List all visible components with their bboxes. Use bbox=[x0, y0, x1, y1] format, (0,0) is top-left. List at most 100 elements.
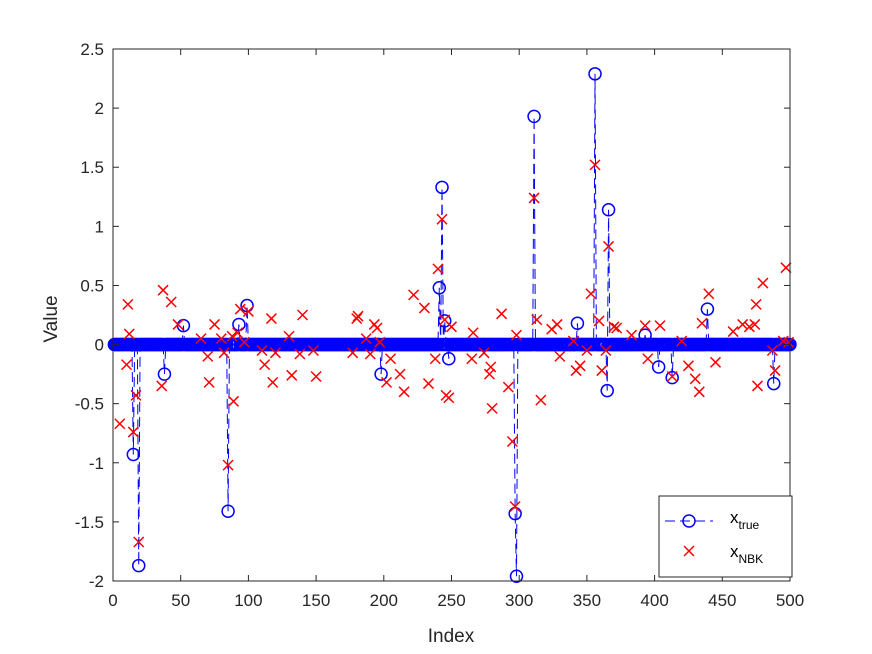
x-nbk-point bbox=[757, 277, 769, 289]
x-true-point bbox=[651, 360, 666, 374]
x-nbk-point bbox=[172, 318, 184, 330]
x-nbk-point bbox=[202, 350, 214, 362]
x-nbk-point bbox=[486, 402, 498, 414]
legend-nbk-marker bbox=[683, 545, 695, 557]
x-nbk-point bbox=[256, 344, 268, 357]
x-nbk-point bbox=[510, 329, 523, 341]
x-nbk-point bbox=[432, 263, 444, 275]
x-nbk-point bbox=[226, 330, 238, 342]
x-axis-label: Index bbox=[428, 626, 475, 647]
x-nbk-point bbox=[751, 380, 764, 392]
x-nbk-point bbox=[209, 318, 221, 330]
x-nbk-point bbox=[783, 336, 795, 348]
x-nbk-point bbox=[234, 303, 246, 315]
x-true-point bbox=[432, 281, 447, 295]
y-tick-label: -1.5 bbox=[75, 513, 104, 532]
y-tick-label: 2 bbox=[95, 99, 104, 118]
x-tick-label: 150 bbox=[302, 591, 330, 610]
y-tick-label: -2 bbox=[89, 572, 104, 591]
x-nbk-point bbox=[696, 317, 708, 329]
x-nbk-point bbox=[408, 289, 420, 301]
x-nbk-point bbox=[133, 536, 145, 548]
x-nbk-point bbox=[222, 459, 234, 471]
x-nbk-point bbox=[666, 370, 678, 383]
x-nbk-point bbox=[364, 348, 376, 360]
x-nbk-point bbox=[567, 335, 579, 347]
x-nbk-point bbox=[466, 353, 478, 365]
x-nbk-point bbox=[766, 344, 778, 357]
x-nbk-point bbox=[727, 326, 739, 338]
x-true-point bbox=[588, 67, 602, 81]
x-true-point bbox=[601, 203, 616, 217]
x-nbk-point bbox=[436, 213, 448, 225]
x-nbk-point bbox=[750, 298, 762, 310]
plot-area bbox=[113, 49, 790, 581]
x-nbk-point bbox=[443, 392, 455, 404]
x-nbk-point bbox=[360, 333, 372, 345]
x-nbk-point bbox=[371, 322, 383, 334]
x-nbk-point bbox=[743, 321, 755, 333]
x-nbk-point bbox=[689, 373, 701, 385]
x-nbk-point bbox=[429, 353, 441, 365]
x-nbk-point bbox=[130, 389, 142, 401]
x-axis-ticks: 0 50 100 150 200 250 300 350 400 450 500 bbox=[108, 49, 804, 610]
x-tick-label: 0 bbox=[108, 591, 117, 610]
x-tick-label: 50 bbox=[171, 591, 190, 610]
x-nbk-point bbox=[676, 335, 688, 347]
x-true-point bbox=[221, 504, 235, 518]
x-nbk-point bbox=[385, 353, 397, 365]
x-true-point bbox=[700, 302, 715, 316]
x-nbk-point bbox=[398, 386, 410, 398]
legend-nbk-label: xNBK bbox=[730, 542, 763, 566]
x-nbk-point bbox=[603, 240, 615, 252]
x-nbk-point bbox=[283, 330, 295, 342]
x-nbk-point bbox=[165, 296, 177, 308]
x-nbk-point bbox=[654, 320, 666, 332]
x-nbk-point bbox=[611, 322, 623, 334]
x-nbk-point bbox=[485, 361, 497, 373]
y-axis-label: Value bbox=[41, 295, 62, 342]
x-nbk-point bbox=[509, 500, 521, 513]
legend: xtrue xNBK bbox=[658, 495, 793, 578]
x-tick-label: 450 bbox=[708, 591, 736, 610]
x-nbk-point bbox=[445, 321, 458, 333]
x-nbk-point bbox=[297, 309, 309, 321]
x-nbk-point bbox=[554, 350, 566, 362]
x-nbk-point bbox=[596, 365, 608, 377]
legend-true-name: x bbox=[730, 508, 739, 527]
x-nbk-point bbox=[749, 318, 761, 330]
x-nbk-point bbox=[195, 333, 207, 345]
y-tick-label: 1.5 bbox=[80, 158, 104, 177]
legend-nbk-name: x bbox=[730, 542, 739, 561]
x-nbk-point bbox=[642, 353, 654, 365]
x-nbk-point bbox=[259, 359, 271, 371]
x-tick-label: 350 bbox=[573, 591, 601, 610]
x-true-point bbox=[767, 376, 781, 391]
x-tick-label: 200 bbox=[370, 591, 398, 610]
x-nbk-point bbox=[157, 284, 169, 296]
x-nbk-point bbox=[203, 376, 215, 388]
x-tick-label: 250 bbox=[437, 591, 465, 610]
x-true-point bbox=[131, 558, 146, 573]
x-nbk-point bbox=[693, 386, 705, 398]
x-nbk-point bbox=[307, 344, 319, 357]
x-nbk-point bbox=[551, 318, 563, 330]
x-nbk-point bbox=[374, 336, 386, 348]
x-nbk-point bbox=[574, 360, 586, 372]
x-true-point bbox=[126, 447, 141, 462]
x-nbk-point bbox=[310, 370, 322, 383]
x-nbk-point bbox=[467, 327, 479, 339]
legend-true-subscript: true bbox=[739, 518, 760, 532]
x-nbk-point bbox=[478, 347, 490, 359]
legend-true-marker bbox=[682, 514, 696, 528]
x-nbk-point bbox=[502, 381, 514, 393]
y-tick-label: 2.5 bbox=[80, 40, 104, 59]
x-nbk-point bbox=[380, 376, 393, 388]
x-nbk-point bbox=[156, 380, 168, 392]
x-true-point bbox=[508, 506, 522, 521]
x-true-point bbox=[374, 367, 388, 381]
x-tick-label: 300 bbox=[505, 591, 533, 610]
x-true-point bbox=[240, 298, 254, 313]
legend-true-label: xtrue bbox=[730, 508, 760, 532]
legend-box bbox=[658, 495, 793, 578]
